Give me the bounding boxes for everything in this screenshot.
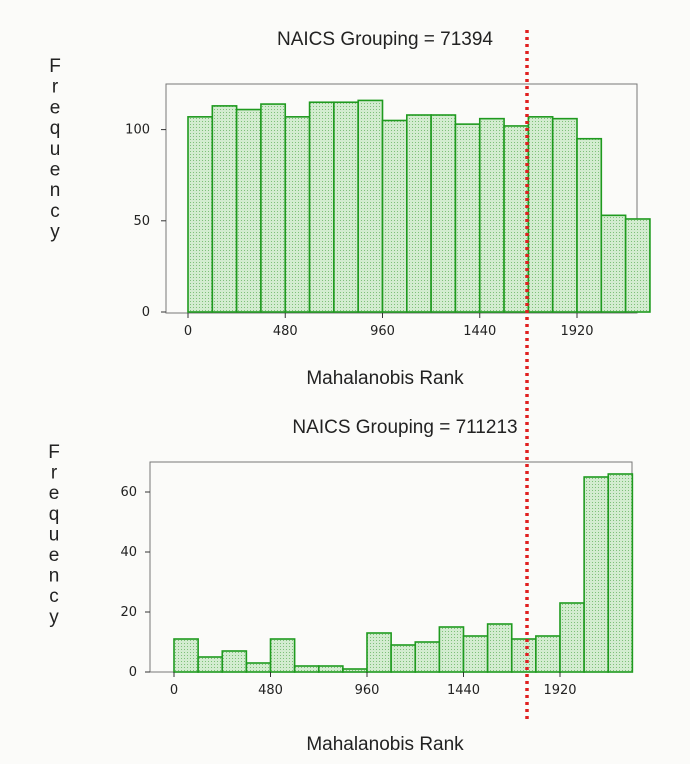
x-tick-label: 0 [170, 683, 178, 698]
histogram-bar [510, 638, 537, 673]
ylabel-letter: F [48, 442, 60, 463]
ylabel-letter: q [49, 504, 60, 525]
histogram-bar [235, 108, 262, 313]
histogram-bar [245, 662, 272, 673]
x-tick-label: 1440 [447, 683, 480, 698]
histogram-bar [342, 668, 368, 673]
histogram-bar [430, 114, 457, 313]
y-tick-label: 20 [120, 605, 137, 620]
histogram-bar [366, 632, 392, 673]
histogram-bar [624, 218, 651, 313]
histogram-bar [503, 125, 530, 313]
ylabel-letter: y [50, 222, 60, 243]
histogram-bar [173, 638, 199, 673]
histogram-bar [293, 665, 320, 673]
histogram-bar [221, 650, 248, 673]
histogram-bar [607, 473, 634, 673]
x-tick-label: 1440 [463, 324, 496, 339]
x-tick-label: 0 [184, 324, 192, 339]
histogram-bar [308, 101, 335, 313]
ylabel-letter: n [49, 566, 60, 587]
x-tick-label: 960 [370, 324, 395, 339]
histogram-bar [406, 114, 432, 313]
histogram-bar [317, 665, 344, 673]
chart-2-xlabel: Mahalanobis Rank [306, 734, 464, 755]
histogram-bar [600, 214, 627, 313]
chart-1-title: NAICS Grouping = 71394 [277, 29, 493, 50]
x-tick-label: 1920 [543, 683, 576, 698]
ylabel-letter: r [51, 463, 58, 484]
histogram-bar [187, 116, 214, 313]
chart-1-plot: 0 50 100 0 480 960 1440 1920 [125, 83, 651, 339]
chart-1-xlabel: Mahalanobis Rank [306, 368, 464, 389]
histogram-bar [197, 656, 224, 673]
chart-2-plot: 0 20 40 60 0 480 960 1440 1920 [120, 461, 634, 698]
histogram-bar [527, 116, 554, 313]
histogram-bar [284, 116, 311, 313]
ylabel-letter: e [49, 545, 60, 566]
x-tick-label: 480 [258, 683, 283, 698]
ylabel-letter: e [50, 97, 61, 118]
histogram-bar [462, 635, 489, 673]
histogram-bar [551, 117, 578, 313]
ylabel-letter: q [50, 118, 61, 139]
ylabel-letter: u [49, 524, 60, 545]
y-tick-label: 50 [133, 214, 150, 229]
plot-frame [165, 83, 638, 314]
histogram-bar [576, 137, 603, 313]
histogram-bar [478, 117, 505, 313]
histogram-bar [535, 635, 561, 673]
histogram-bar [486, 623, 513, 673]
ylabel-letter: e [49, 483, 60, 504]
ylabel-letter: e [50, 160, 61, 181]
histogram-bar [454, 123, 481, 313]
y-tick-label: 0 [129, 665, 137, 680]
x-tick-label: 960 [355, 683, 380, 698]
histogram-bar [414, 641, 441, 673]
ylabel-letter: c [50, 201, 60, 222]
y-tick-label: 0 [142, 305, 150, 320]
chart-2-title: NAICS Grouping = 711213 [292, 417, 517, 438]
y-tick-label: 100 [125, 123, 150, 138]
ylabel-letter: r [52, 77, 59, 98]
ylabel-letter: F [49, 56, 61, 77]
ylabel-letter: u [50, 139, 61, 160]
y-tick-label: 40 [120, 545, 137, 560]
histogram-bar [559, 602, 585, 673]
y-tick-label: 60 [120, 485, 137, 500]
x-tick-label: 480 [273, 324, 298, 339]
histogram-bar [438, 626, 465, 673]
histogram-bar [357, 99, 384, 313]
ylabel-letter: n [50, 180, 61, 201]
histogram-bar [333, 101, 359, 313]
histogram-bar [381, 119, 408, 313]
histogram-bar [260, 103, 287, 313]
histogram-bar [390, 644, 417, 673]
ylabel-letter: c [49, 586, 59, 607]
x-tick-label: 1920 [560, 324, 593, 339]
histogram-bar [269, 638, 296, 673]
histogram-bar [211, 105, 238, 313]
ylabel-letter: y [49, 607, 59, 628]
histogram-bar [583, 476, 610, 673]
